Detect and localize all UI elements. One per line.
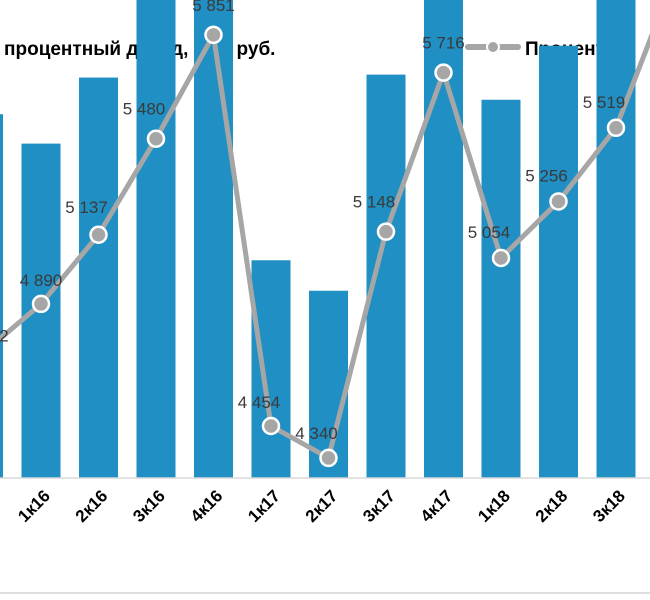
x-tick-label: 1к17	[244, 486, 284, 526]
data-label: 5 480	[123, 100, 166, 119]
line-marker	[434, 63, 453, 82]
x-tick-label: 2к18	[532, 486, 572, 526]
line-marker	[261, 416, 281, 436]
line-marker	[549, 192, 568, 211]
x-tick-label: 3к16	[129, 486, 169, 526]
bar	[539, 45, 578, 478]
bar	[481, 99, 521, 478]
bar	[194, 0, 233, 479]
data-label: 4 340	[295, 424, 338, 443]
x-tick-label: 4к16	[187, 486, 227, 526]
line-marker	[146, 129, 166, 148]
bar	[596, 0, 636, 479]
line-layer	[0, 25, 650, 468]
data-label-partial: 2	[0, 327, 9, 346]
bar	[309, 290, 348, 478]
data-label: 5 851	[192, 0, 235, 15]
bar-partial-left	[0, 114, 3, 478]
x-tick-label: 3к17	[359, 486, 399, 526]
legend-line-marker	[486, 40, 500, 54]
data-labels-layer: 4 890 5 137 5 480 5 851 4 454 4 340 5 148 5 716…	[0, 0, 626, 443]
data-label: 5 148	[353, 193, 396, 212]
x-tick-label: 1к16	[14, 486, 54, 526]
x-axis-tick-labels: 1к16 2к16 3к16 4к16 1к17 2к17 3к17 4к17 1к18 2к18…	[14, 486, 629, 526]
line-marker	[319, 448, 338, 468]
bar	[136, 0, 176, 479]
data-label: 5 137	[65, 198, 108, 217]
line-marker	[376, 222, 396, 241]
bar	[79, 77, 118, 479]
data-label: 5 054	[468, 223, 511, 242]
bars-layer	[0, 0, 636, 479]
line-marker	[31, 294, 51, 314]
line-marker	[89, 225, 108, 245]
bar	[251, 260, 291, 478]
line-marker	[204, 25, 223, 45]
data-label: 4 454	[238, 393, 281, 412]
x-tick-label: 2к17	[302, 486, 342, 526]
data-label: 5 716	[422, 34, 465, 53]
x-tick-label: 2к16	[72, 486, 112, 526]
data-label: 4 890	[20, 271, 63, 290]
data-label: 5 519	[583, 93, 626, 112]
x-tick-label: 4к17	[417, 486, 457, 526]
x-tick-label: 3к18	[589, 486, 629, 526]
data-label: 5 256	[525, 166, 568, 185]
line-marker	[491, 248, 511, 268]
line-marker	[606, 118, 626, 138]
x-tick-label: 1к18	[474, 486, 514, 526]
